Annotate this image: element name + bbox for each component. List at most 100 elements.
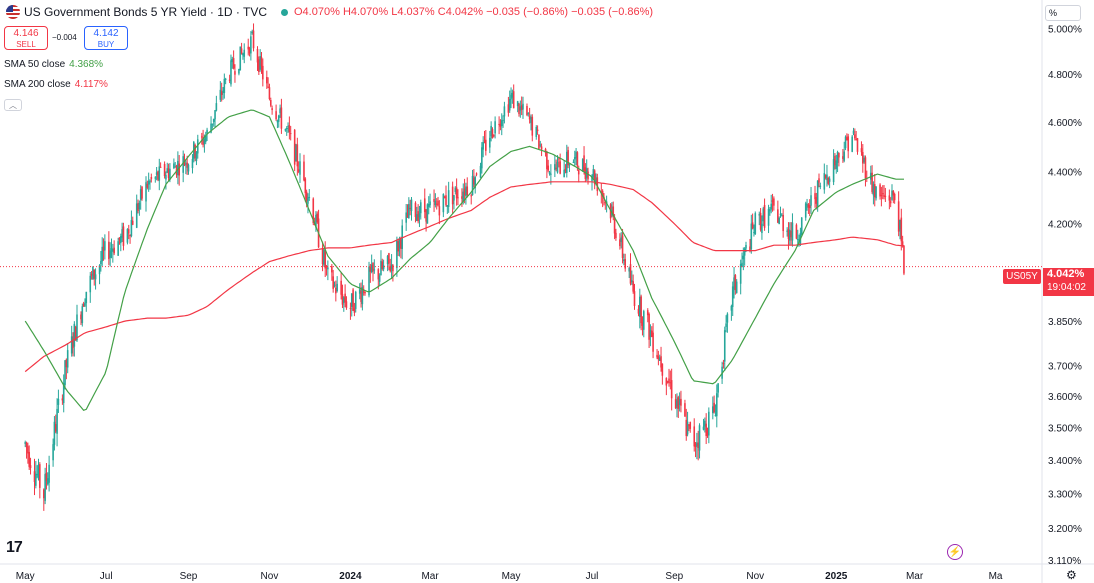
sma50-line xyxy=(24,109,904,412)
candle-body xyxy=(268,87,271,100)
candle-body xyxy=(139,189,142,200)
candle-body xyxy=(131,220,134,225)
candle-body xyxy=(536,129,539,132)
candle-body xyxy=(222,90,224,93)
candle-body xyxy=(702,426,705,430)
candle-body xyxy=(528,116,531,120)
candle-body xyxy=(559,161,561,174)
candle-body xyxy=(109,250,111,258)
buy-button[interactable]: 4.142 BUY xyxy=(84,26,128,50)
sma50-legend[interactable]: SMA 50 close 4.368% xyxy=(4,59,103,70)
candle-body xyxy=(619,239,621,247)
candle-body xyxy=(396,240,398,269)
candle-body xyxy=(743,248,746,256)
candle-body xyxy=(661,363,664,376)
candle-body xyxy=(481,147,483,169)
candle-body xyxy=(299,161,301,175)
candle-body xyxy=(872,184,875,196)
candle-body xyxy=(660,356,662,368)
candle-body xyxy=(522,103,524,110)
candle-body xyxy=(795,224,798,239)
candle-body xyxy=(697,442,700,448)
candle-body xyxy=(44,474,46,501)
candle-body xyxy=(642,311,645,330)
candle-body xyxy=(331,266,333,273)
candle-body xyxy=(73,323,76,347)
candle-body xyxy=(539,144,542,146)
candle-body xyxy=(649,329,652,337)
candle-body xyxy=(499,123,502,127)
candle-body xyxy=(531,116,534,136)
candle-body xyxy=(239,46,242,71)
candle-body xyxy=(454,187,457,192)
candle-body xyxy=(277,115,280,122)
candle-body xyxy=(102,246,105,251)
candle-body xyxy=(121,229,123,238)
candle-body xyxy=(491,129,494,139)
symbol-title[interactable]: US Government Bonds 5 YR Yield · 1D · TV… xyxy=(24,5,267,19)
x-tick-label: Nov xyxy=(261,571,279,582)
candle-body xyxy=(434,200,437,206)
sma200-legend[interactable]: SMA 200 close 4.117% xyxy=(4,79,108,90)
candle-body xyxy=(791,222,794,241)
candle-body xyxy=(665,377,668,386)
tradingview-logo-icon[interactable]: 17 xyxy=(6,539,23,556)
candle-body xyxy=(623,259,625,262)
candle-body xyxy=(745,244,747,249)
candle-body xyxy=(527,113,530,115)
candle-body xyxy=(362,289,365,293)
price-scale-mode[interactable]: % xyxy=(1045,5,1081,21)
candle-body xyxy=(900,217,903,242)
candle-body xyxy=(754,213,757,234)
candle-body xyxy=(596,177,599,192)
candle-body xyxy=(751,222,754,229)
chevron-up-icon[interactable]: ︿ xyxy=(4,99,22,111)
candle-body xyxy=(847,136,850,152)
candle-body xyxy=(149,180,151,183)
candle-body xyxy=(762,208,765,222)
candle-body xyxy=(657,356,660,360)
candle-body xyxy=(36,474,38,476)
candle-body xyxy=(29,465,32,469)
candle-body xyxy=(423,198,426,213)
candle-body xyxy=(796,238,799,240)
candle-body xyxy=(340,280,342,295)
candle-body xyxy=(54,424,57,432)
candle-body xyxy=(628,267,630,272)
candle-body xyxy=(327,267,329,270)
candle-body xyxy=(177,160,179,176)
lightning-icon[interactable]: ⚡ xyxy=(947,544,963,560)
candle-body xyxy=(546,151,548,170)
y-tick-label: 4.200% xyxy=(1048,220,1082,231)
candle-body xyxy=(564,169,567,171)
candle-body xyxy=(24,442,27,444)
candle-body xyxy=(897,201,900,232)
candle-body xyxy=(358,289,361,294)
candle-body xyxy=(573,157,576,160)
candle-body xyxy=(228,79,231,81)
candle-body xyxy=(269,100,272,106)
candle-body xyxy=(873,184,876,198)
candle-body xyxy=(382,265,385,270)
candle-body xyxy=(465,186,467,196)
candle-body xyxy=(511,92,514,98)
candle-body xyxy=(206,129,208,134)
candle-body xyxy=(646,310,649,316)
sell-button[interactable]: 4.146 SELL xyxy=(4,26,48,50)
gear-icon[interactable]: ⚙ xyxy=(1066,568,1077,582)
candle-body xyxy=(615,232,617,239)
low-value: L4.037% xyxy=(391,6,435,18)
candle-body xyxy=(289,133,292,135)
candle-body xyxy=(377,269,380,280)
candle-body xyxy=(733,277,735,290)
candle-body xyxy=(419,202,422,214)
candle-body xyxy=(770,203,773,210)
candle-body xyxy=(535,127,538,137)
candle-body xyxy=(191,159,194,169)
candle-body xyxy=(592,169,595,178)
candle-body xyxy=(214,110,216,120)
candle-body xyxy=(567,150,569,166)
candle-body xyxy=(451,186,454,205)
x-tick-label: Nov xyxy=(746,571,764,582)
